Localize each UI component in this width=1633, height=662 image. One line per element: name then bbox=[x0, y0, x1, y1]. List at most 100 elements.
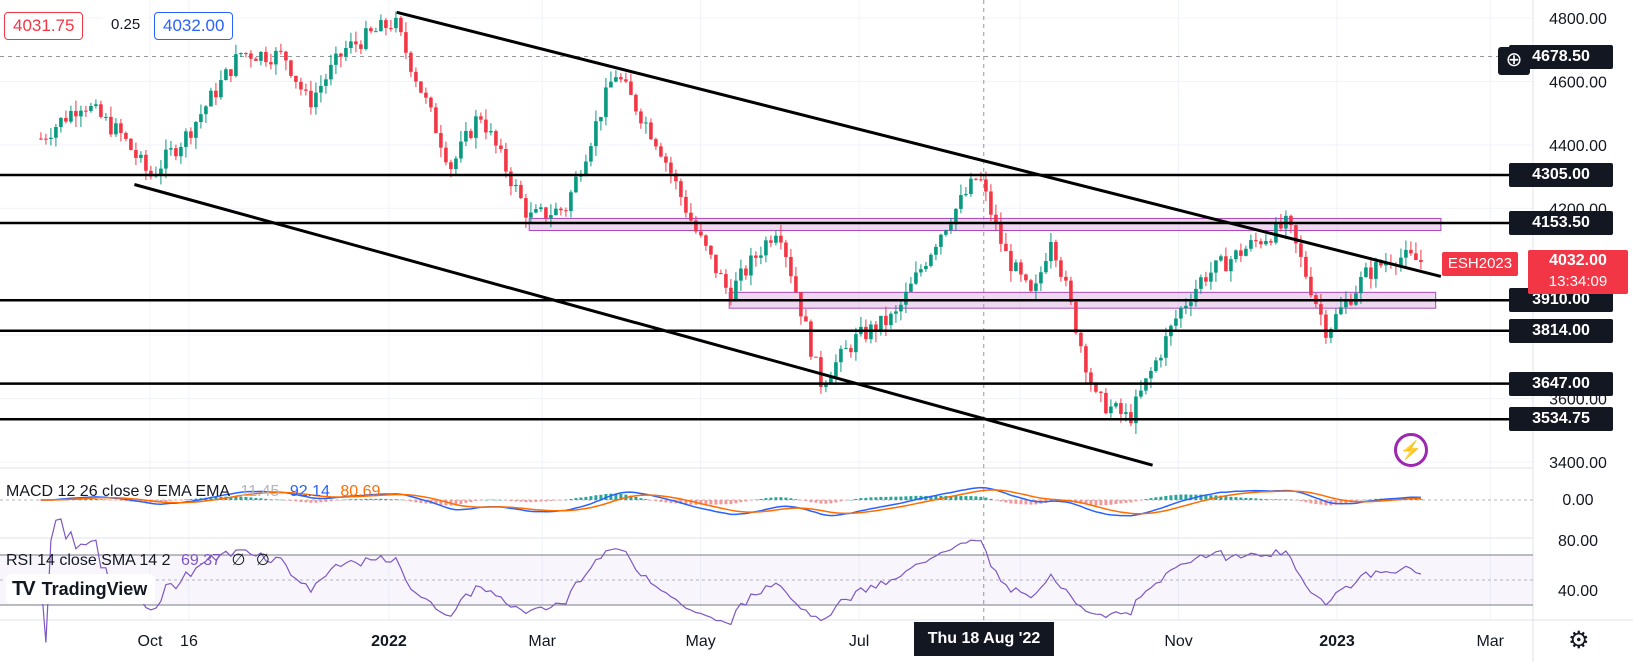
candle-body bbox=[194, 122, 198, 138]
candle-body bbox=[839, 348, 843, 363]
macd-histogram-bar bbox=[99, 499, 103, 500]
candle-body bbox=[399, 17, 403, 33]
candle-body bbox=[319, 85, 323, 93]
macd-histogram-bar bbox=[969, 496, 973, 500]
macd-histogram-bar bbox=[239, 496, 243, 500]
candle-body bbox=[819, 357, 823, 387]
price-level-tag: 3534.75 bbox=[1509, 407, 1613, 432]
macd-histogram-bar bbox=[294, 500, 298, 502]
gear-icon[interactable]: ⚙ bbox=[1568, 627, 1590, 654]
candle-body bbox=[409, 52, 413, 72]
candle-body bbox=[919, 269, 923, 273]
macd-histogram-bar bbox=[1129, 500, 1133, 503]
candle-body bbox=[864, 326, 868, 340]
candle-body bbox=[764, 240, 768, 256]
tradingview-logo[interactable]: TV TradingView bbox=[6, 574, 156, 604]
candle-body bbox=[564, 210, 568, 212]
candle-body bbox=[189, 131, 193, 138]
macd-histogram-bar bbox=[84, 498, 88, 500]
candle-body bbox=[164, 149, 168, 169]
candle-body bbox=[309, 90, 313, 108]
ask-price[interactable]: 4032.00 bbox=[154, 12, 234, 40]
candle-body bbox=[929, 254, 933, 266]
candle-body bbox=[444, 147, 448, 163]
macd-histogram-bar bbox=[459, 500, 463, 505]
macd-histogram-bar bbox=[689, 500, 693, 505]
candle-body bbox=[1339, 307, 1343, 315]
candle-body bbox=[324, 79, 328, 86]
trendline bbox=[396, 10, 1442, 278]
macd-histogram-bar bbox=[1144, 499, 1148, 500]
rsi-series bbox=[0, 518, 1533, 643]
candle-body bbox=[389, 28, 393, 30]
macd-histogram-bar bbox=[1104, 500, 1108, 506]
plus-circle-icon[interactable]: ⊕ bbox=[1498, 47, 1530, 75]
candle-body bbox=[484, 119, 488, 133]
candle-body bbox=[1369, 267, 1373, 279]
candle-body bbox=[1074, 301, 1078, 333]
macd-legend[interactable]: MACD 12 26 close 9 EMA EMA 11.45 92.14 8… bbox=[6, 483, 386, 501]
candle-body bbox=[949, 224, 953, 231]
candle-body bbox=[299, 81, 303, 90]
macd-histogram-bar bbox=[854, 498, 858, 500]
macd-histogram-bar bbox=[1419, 499, 1423, 500]
candle-body bbox=[754, 255, 758, 258]
candle-body bbox=[809, 321, 813, 357]
time-axis-label: Mar bbox=[1476, 633, 1504, 650]
macd-histogram-bar bbox=[724, 500, 728, 505]
macd-histogram-bar bbox=[799, 500, 803, 501]
candle-body bbox=[879, 315, 883, 333]
macd-histogram-bar bbox=[334, 500, 338, 501]
rsi-legend[interactable]: RSI 14 close SMA 14 2 69.37 ∅ ∅ bbox=[6, 550, 276, 570]
macd-histogram-bar bbox=[274, 499, 278, 501]
candle-body bbox=[414, 71, 418, 82]
candle-body bbox=[239, 52, 243, 55]
macd-histogram-bar bbox=[489, 499, 493, 501]
candle-body bbox=[1134, 396, 1138, 424]
support-resistance-zone bbox=[528, 217, 1442, 231]
macd-histogram-bar bbox=[104, 499, 108, 501]
rsi-na-2: ∅ bbox=[255, 552, 270, 569]
lightning-icon[interactable]: ⚡ bbox=[1394, 433, 1428, 467]
macd-histogram-bar bbox=[1204, 494, 1208, 500]
candle-body bbox=[104, 116, 108, 118]
candle-body bbox=[159, 168, 163, 175]
macd-histogram-bar bbox=[229, 496, 233, 500]
macd-histogram-bar bbox=[769, 497, 773, 500]
candle-body bbox=[729, 287, 733, 301]
candle-body bbox=[684, 196, 688, 213]
candle-body bbox=[499, 145, 503, 149]
candle-body bbox=[1054, 242, 1058, 261]
candle-body bbox=[84, 110, 88, 112]
candle-body bbox=[209, 90, 213, 107]
macd-histogram-bar bbox=[539, 500, 543, 502]
candle-body bbox=[519, 184, 523, 199]
macd-histogram-bar bbox=[899, 496, 903, 500]
macd-histogram-bar bbox=[359, 499, 363, 500]
candle-body bbox=[94, 104, 98, 106]
macd-histogram-bar bbox=[914, 495, 918, 500]
candle-body bbox=[284, 51, 288, 61]
macd-histogram-bar bbox=[709, 500, 713, 505]
candle-body bbox=[184, 131, 188, 147]
candle-body bbox=[524, 198, 528, 218]
macd-histogram-bar bbox=[554, 500, 558, 501]
candle-body bbox=[779, 235, 783, 243]
macd-histogram-bar bbox=[659, 500, 663, 502]
macd-histogram-bar bbox=[319, 500, 323, 503]
candle-body bbox=[339, 53, 343, 57]
candle-body bbox=[654, 139, 658, 147]
candle-body bbox=[1299, 243, 1303, 257]
candle-body bbox=[109, 116, 113, 135]
candle-body bbox=[1249, 240, 1253, 249]
macd-histogram-bar bbox=[1209, 495, 1213, 500]
candle-body bbox=[39, 138, 43, 140]
macd-histogram-bar bbox=[684, 500, 688, 505]
candle-body bbox=[1039, 272, 1043, 284]
bid-price[interactable]: 4031.75 bbox=[4, 12, 84, 40]
candle-body bbox=[349, 41, 353, 49]
macd-histogram-bar bbox=[384, 499, 388, 500]
candle-body bbox=[234, 54, 238, 76]
macd-histogram-bar bbox=[1344, 500, 1348, 504]
